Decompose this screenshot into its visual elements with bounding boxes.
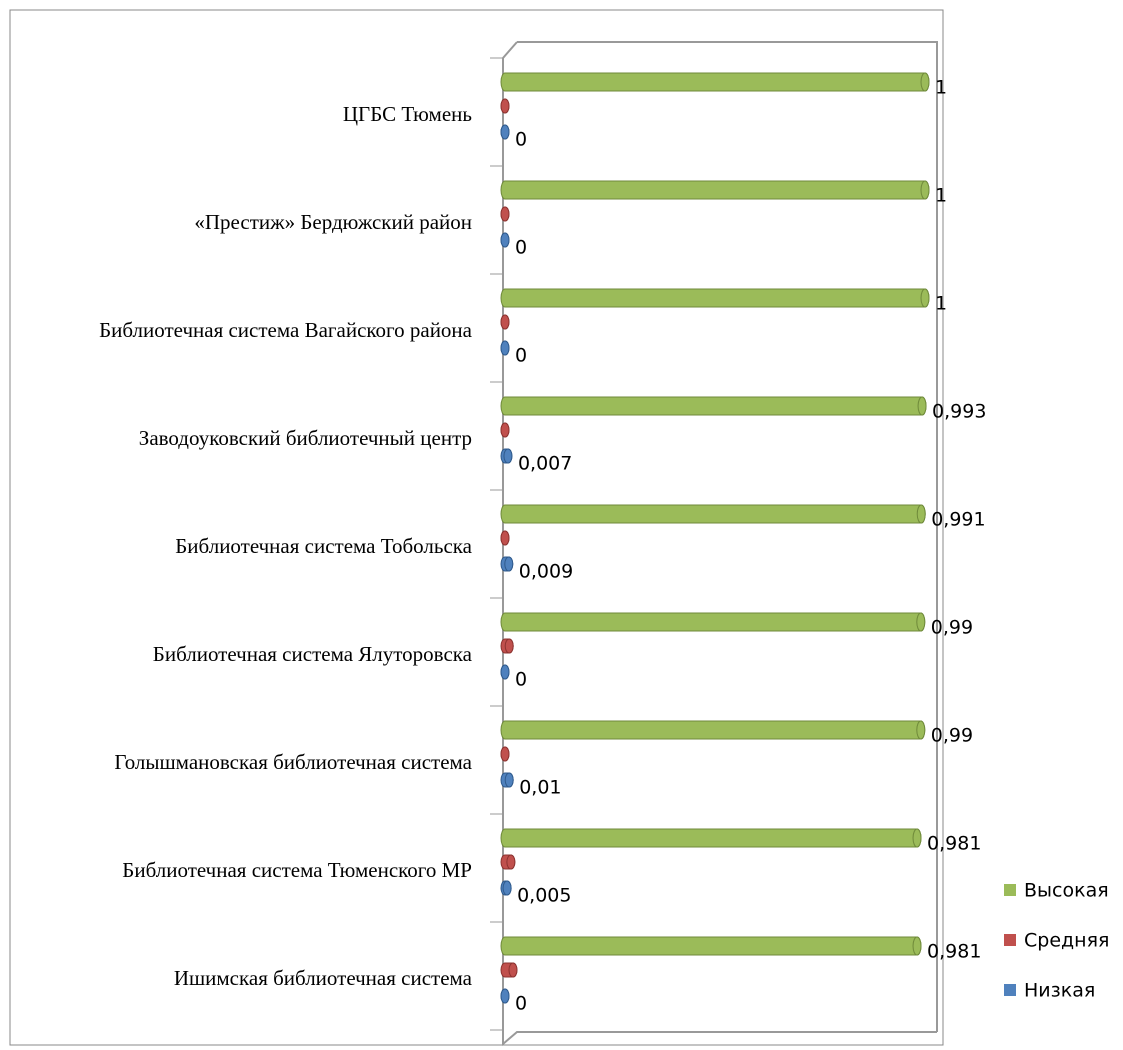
bar	[500, 880, 512, 896]
bar	[500, 746, 510, 762]
legend-swatch	[1004, 884, 1016, 896]
bar	[500, 828, 922, 848]
legend-label: Низкая	[1024, 980, 1095, 1002]
bar	[500, 772, 514, 788]
bar	[500, 232, 510, 248]
bar	[500, 72, 930, 92]
bar	[500, 638, 514, 654]
bar	[500, 504, 926, 524]
bar	[500, 962, 518, 978]
data-label: 0,01	[519, 777, 561, 799]
data-label: 0,99	[931, 725, 973, 747]
bar	[500, 664, 510, 680]
data-label: 0	[515, 345, 527, 367]
bar	[500, 448, 513, 464]
legend-swatch	[1004, 984, 1016, 996]
data-label: 0	[515, 129, 527, 151]
data-label: 0	[515, 993, 527, 1015]
bar	[500, 396, 927, 416]
bar	[500, 180, 930, 200]
bar	[500, 556, 514, 572]
data-label: 0,993	[932, 401, 986, 423]
data-label: 0,99	[931, 617, 973, 639]
data-label: 0,007	[518, 453, 572, 475]
bar	[500, 936, 922, 956]
bar	[500, 612, 926, 632]
data-label: 0,991	[931, 509, 985, 531]
data-label: 0,009	[519, 561, 573, 583]
chart-frame	[9, 9, 944, 1046]
category-label: Ишимская библиотечная система	[173, 966, 472, 990]
data-label: 0,981	[927, 833, 981, 855]
category-label: Заводоуковский библиотечный центр	[138, 426, 472, 450]
data-label: 0,981	[927, 941, 981, 963]
data-label: 0,005	[517, 885, 571, 907]
bar	[500, 206, 510, 222]
category-label: Голышмановская библиотечная система	[114, 750, 472, 774]
data-label: 0	[515, 669, 527, 691]
back-wall	[517, 41, 938, 1032]
category-label: Библиотечная система Тобольска	[175, 534, 472, 558]
legend-label: Средняя	[1024, 930, 1109, 952]
data-label: 1	[935, 293, 947, 315]
legend-swatch	[1004, 934, 1016, 946]
category-label: Библиотечная система Тюменского МР	[122, 858, 472, 882]
bar	[500, 422, 510, 438]
category-label: Библиотечная система Ялуторовска	[152, 642, 472, 666]
bar	[500, 988, 510, 1004]
bar	[500, 340, 510, 356]
bar	[500, 854, 516, 870]
bar	[500, 314, 510, 330]
data-label: 1	[935, 77, 947, 99]
category-label: ЦГБС Тюмень	[342, 102, 472, 126]
side-wall	[502, 41, 937, 1047]
bar	[500, 530, 510, 546]
bar	[500, 288, 930, 308]
data-label: 0	[515, 237, 527, 259]
bar	[500, 98, 510, 114]
bar	[500, 124, 510, 140]
data-label: 1	[935, 185, 947, 207]
category-label: «Престиж» Бердюжский район	[194, 210, 472, 234]
bar	[500, 720, 926, 740]
legend-label: Высокая	[1024, 880, 1109, 902]
category-label: Библиотечная система Вагайского района	[99, 318, 472, 342]
